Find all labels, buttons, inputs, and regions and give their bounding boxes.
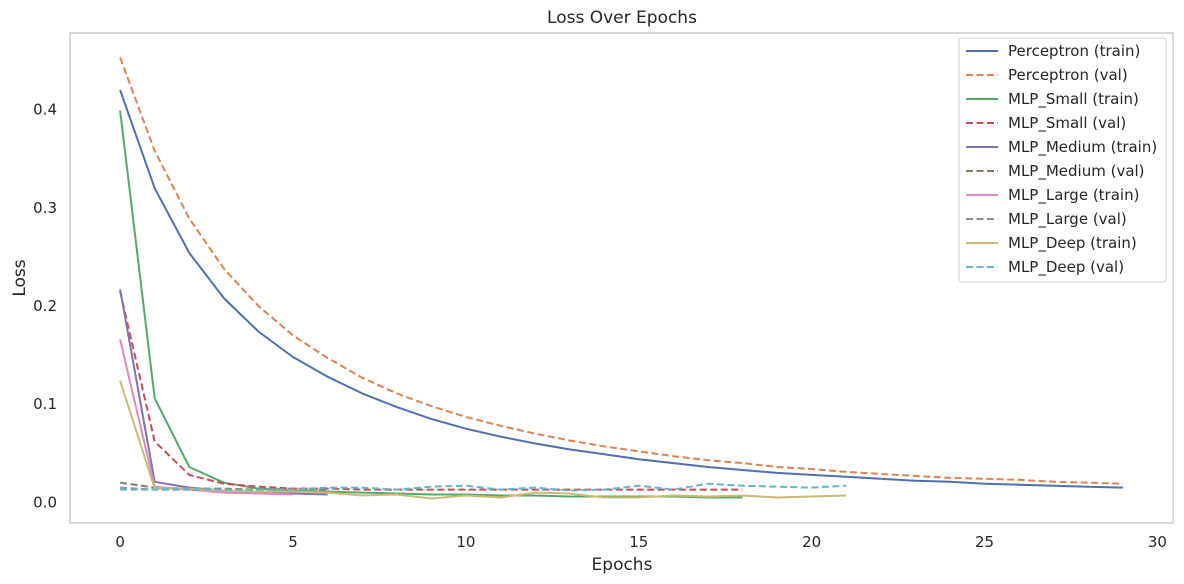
- y-tick-label-2: 0.2: [33, 297, 57, 315]
- series-line-9: [120, 482, 847, 492]
- legend-label-5: MLP_Medium (val): [1008, 162, 1145, 181]
- plot-frame: [69, 32, 1174, 524]
- y-tick-label-3: 0.3: [33, 199, 57, 217]
- legend: Perceptron (train) Perceptron (val) MLP_Sm…: [958, 37, 1167, 283]
- legend-label-8: MLP_Deep (train): [1008, 234, 1137, 253]
- x-tick-label-6: 30: [1148, 533, 1167, 551]
- series-line-1: [119, 57, 1123, 485]
- y-tick-label-0: 0.0: [33, 493, 57, 511]
- legend-box: [958, 37, 1167, 283]
- x-axis-label: Epochs: [592, 555, 653, 575]
- series-layer: [119, 57, 1123, 500]
- series-line-0: [119, 89, 1123, 489]
- x-tick-label-2: 10: [456, 533, 475, 551]
- legend-label-6: MLP_Large (train): [1008, 186, 1139, 205]
- legend-label-9: MLP_Deep (val): [1008, 258, 1124, 277]
- y-axis-label: Loss: [10, 259, 30, 296]
- x-tick-label-0: 0: [115, 533, 125, 551]
- legend-label-7: MLP_Large (val): [1008, 210, 1127, 229]
- chart-title: Loss Over Epochs: [547, 8, 697, 28]
- y-tick-label-1: 0.1: [33, 395, 57, 413]
- x-axis-ticks: 0 5 10 15 20 25 30: [115, 533, 1167, 551]
- series-line-3: [119, 291, 743, 491]
- series-line-2: [119, 110, 743, 499]
- legend-label-0: Perceptron (train): [1008, 42, 1140, 60]
- x-tick-label-1: 5: [288, 533, 298, 551]
- series-line-4: [119, 289, 328, 496]
- y-axis-ticks: 0.0 0.1 0.2 0.3 0.4: [33, 101, 57, 512]
- x-tick-label-4: 20: [802, 533, 821, 551]
- legend-label-3: MLP_Small (val): [1008, 114, 1126, 133]
- legend-label-1: Perceptron (val): [1008, 66, 1128, 84]
- series-line-8: [119, 380, 847, 500]
- y-tick-label-4: 0.4: [33, 101, 57, 119]
- x-tick-label-3: 15: [629, 533, 648, 551]
- series-line-6: [119, 339, 294, 496]
- legend-label-4: MLP_Medium (train): [1008, 138, 1157, 157]
- legend-label-2: MLP_Small (train): [1008, 90, 1139, 109]
- x-tick-label-5: 25: [975, 533, 994, 551]
